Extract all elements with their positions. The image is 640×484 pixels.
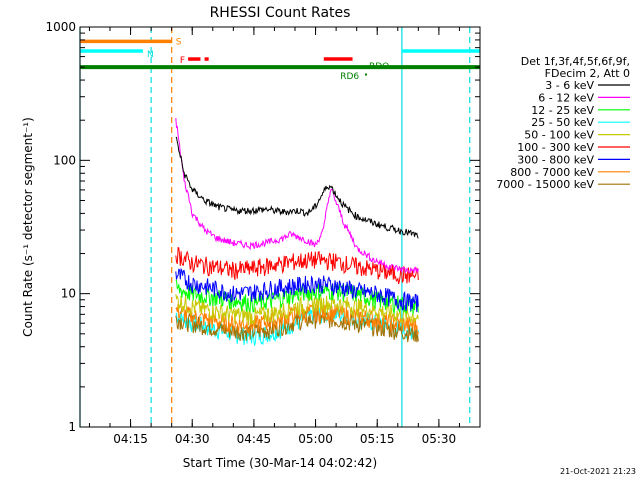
series-line-8 — [175, 310, 419, 343]
y-tick-label-1: 10 — [61, 287, 76, 301]
y-axis-label: Count Rate (s⁻¹ detector segment⁻¹) — [21, 117, 35, 337]
flag-label-rd6: RD6 — [340, 72, 359, 82]
x-tick-label-0: 04:15 — [113, 432, 148, 446]
series-line-4 — [175, 293, 419, 326]
legend-entry-label-3: 25 - 50 keV — [531, 116, 594, 129]
plot-area: S N F RDO RD6 — [79, 27, 480, 427]
y-tick-label-0: 1 — [68, 420, 76, 434]
series-line-7 — [175, 303, 419, 336]
series-line-1 — [175, 118, 419, 274]
legend-entry-label-7: 800 - 7000 keV — [510, 166, 594, 179]
footer-date: 21-Oct-2021 21:23 — [560, 467, 636, 476]
legend-entry-label-6: 300 - 800 keV — [517, 153, 594, 166]
series-line-5 — [175, 246, 419, 285]
flag-label-rdo: RDO — [369, 62, 389, 72]
chart-title: RHESSI Count Rates — [210, 5, 351, 21]
legend-entry-label-4: 50 - 100 keV — [524, 129, 594, 142]
legend-entry-label-1: 6 - 12 keV — [538, 91, 594, 104]
y-tick-label-2: 100 — [53, 153, 76, 167]
legend-header-line-2: FDecim 2, Att 0 — [545, 67, 630, 80]
x-tick-label-3: 05:00 — [298, 432, 333, 446]
x-tick-label-1: 04:30 — [175, 432, 210, 446]
y-tick-label-3: 1000 — [45, 20, 76, 34]
x-axis-label: Start Time (30-Mar-14 04:02:42) — [183, 456, 377, 470]
flag-label-s: S — [176, 38, 182, 48]
flag-label-f: F — [180, 56, 185, 66]
flag-label-n: N — [147, 50, 154, 60]
series-line-0 — [175, 136, 419, 239]
legend-entry-label-0: 3 - 6 keV — [545, 79, 594, 92]
plot-frame — [79, 26, 481, 428]
series-line-6 — [175, 267, 419, 313]
axis-ticks: 04:15 04:30 04:45 05:00 05:15 05:30 1 10 100 1000 — [45, 20, 480, 446]
x-tick-label-2: 04:45 — [237, 432, 272, 446]
x-tick-label-4: 05:15 — [360, 432, 395, 446]
x-tick-label-5: 05:30 — [422, 432, 457, 446]
rd6-point — [365, 73, 368, 76]
legend-entry-label-5: 100 - 300 keV — [517, 141, 594, 154]
legend-entry-label-2: 12 - 25 keV — [531, 104, 594, 117]
legend: Det 1f,3f,4f,5f,6f,9f, FDecim 2, Att 0 3… — [496, 55, 630, 191]
legend-entry-label-8: 7000 - 15000 keV — [496, 178, 594, 191]
legend-header-line-1: Det 1f,3f,4f,5f,6f,9f, — [521, 55, 630, 68]
